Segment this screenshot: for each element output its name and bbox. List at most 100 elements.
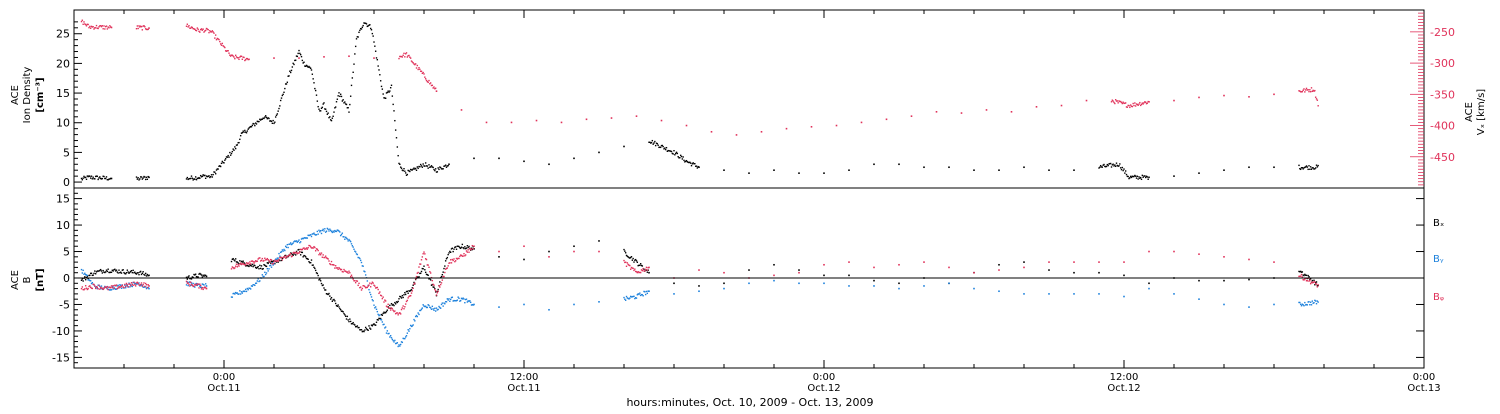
data-point xyxy=(394,312,397,315)
data-point xyxy=(326,113,329,115)
data-point xyxy=(238,293,240,295)
data-point xyxy=(99,176,101,178)
data-point xyxy=(221,42,224,45)
data-point xyxy=(262,260,264,262)
data-point xyxy=(211,176,214,178)
data-point xyxy=(364,287,367,289)
data-point xyxy=(198,273,200,275)
data-point xyxy=(1317,301,1319,303)
data-point xyxy=(310,235,313,238)
data-point xyxy=(444,164,447,166)
data-point xyxy=(134,272,137,275)
data-point xyxy=(191,177,194,179)
velocity-ylabel-line2: Vₓ [km/s] xyxy=(1476,89,1487,135)
data-point xyxy=(383,301,385,303)
data-point xyxy=(244,288,247,291)
data-point xyxy=(209,176,211,179)
data-point xyxy=(445,166,448,168)
data-point xyxy=(625,265,628,267)
data-point xyxy=(384,97,387,100)
data-point xyxy=(195,275,198,278)
velocity-y-tick-label: -250 xyxy=(1430,26,1455,39)
data-point xyxy=(1144,175,1146,177)
data-point xyxy=(1115,162,1118,164)
data-point xyxy=(328,116,330,119)
data-point xyxy=(464,254,467,256)
series-by xyxy=(80,227,1319,348)
data-point xyxy=(247,128,249,130)
data-point xyxy=(440,275,443,278)
data-point xyxy=(122,269,124,271)
data-point xyxy=(237,56,239,59)
data-point xyxy=(234,291,237,294)
data-point xyxy=(387,90,389,92)
data-point xyxy=(383,323,385,326)
data-point xyxy=(653,142,655,144)
data-point xyxy=(445,301,448,303)
data-point xyxy=(960,112,963,114)
data-point xyxy=(641,269,644,272)
data-point xyxy=(269,264,272,267)
data-point xyxy=(323,102,325,104)
data-point xyxy=(225,156,228,158)
data-point xyxy=(1198,96,1200,99)
data-point xyxy=(279,105,281,107)
data-point xyxy=(333,298,335,301)
data-point xyxy=(349,240,352,243)
data-point xyxy=(1300,305,1303,307)
data-point xyxy=(99,285,101,288)
data-point xyxy=(294,59,296,62)
data-point xyxy=(421,72,424,75)
data-point xyxy=(289,242,292,244)
data-point xyxy=(1023,261,1025,263)
data-point xyxy=(1112,163,1114,165)
data-point xyxy=(635,260,638,262)
data-point xyxy=(309,246,312,248)
data-point xyxy=(245,132,248,134)
data-point xyxy=(430,84,433,87)
data-point xyxy=(312,247,314,249)
data-point xyxy=(1125,173,1128,176)
data-point xyxy=(399,166,402,168)
data-point xyxy=(628,256,630,259)
data-point xyxy=(331,264,334,266)
data-point xyxy=(398,162,400,165)
data-point xyxy=(129,283,131,285)
data-point xyxy=(644,291,646,293)
velocity-y-tick-label: -450 xyxy=(1430,151,1455,164)
data-point xyxy=(218,165,220,168)
data-point xyxy=(199,28,202,31)
data-point xyxy=(455,300,458,302)
data-point xyxy=(384,311,387,314)
data-point xyxy=(239,262,242,264)
data-point xyxy=(1198,172,1200,174)
data-point xyxy=(108,27,110,29)
data-point xyxy=(823,263,825,266)
x-tick-label-date: Oct.12 xyxy=(1107,383,1140,394)
data-point xyxy=(243,263,245,266)
data-point xyxy=(396,301,399,304)
data-point xyxy=(412,324,414,326)
data-point xyxy=(998,169,1000,171)
data-point xyxy=(318,279,320,281)
data-point xyxy=(442,275,444,278)
data-point xyxy=(460,254,463,257)
data-point xyxy=(354,251,357,253)
data-point xyxy=(1302,304,1304,306)
data-point xyxy=(232,266,234,269)
data-point xyxy=(234,293,236,295)
data-point xyxy=(111,286,114,289)
data-point xyxy=(320,107,323,110)
data-point xyxy=(379,74,381,76)
data-point xyxy=(327,293,329,296)
series-bz xyxy=(80,244,1319,316)
data-point xyxy=(85,25,88,27)
data-point xyxy=(323,256,325,259)
data-point xyxy=(307,66,309,68)
data-point xyxy=(324,289,326,291)
data-point xyxy=(416,272,419,274)
data-point xyxy=(288,243,290,246)
data-point xyxy=(420,259,423,261)
data-point xyxy=(436,309,439,311)
data-point xyxy=(470,304,473,306)
